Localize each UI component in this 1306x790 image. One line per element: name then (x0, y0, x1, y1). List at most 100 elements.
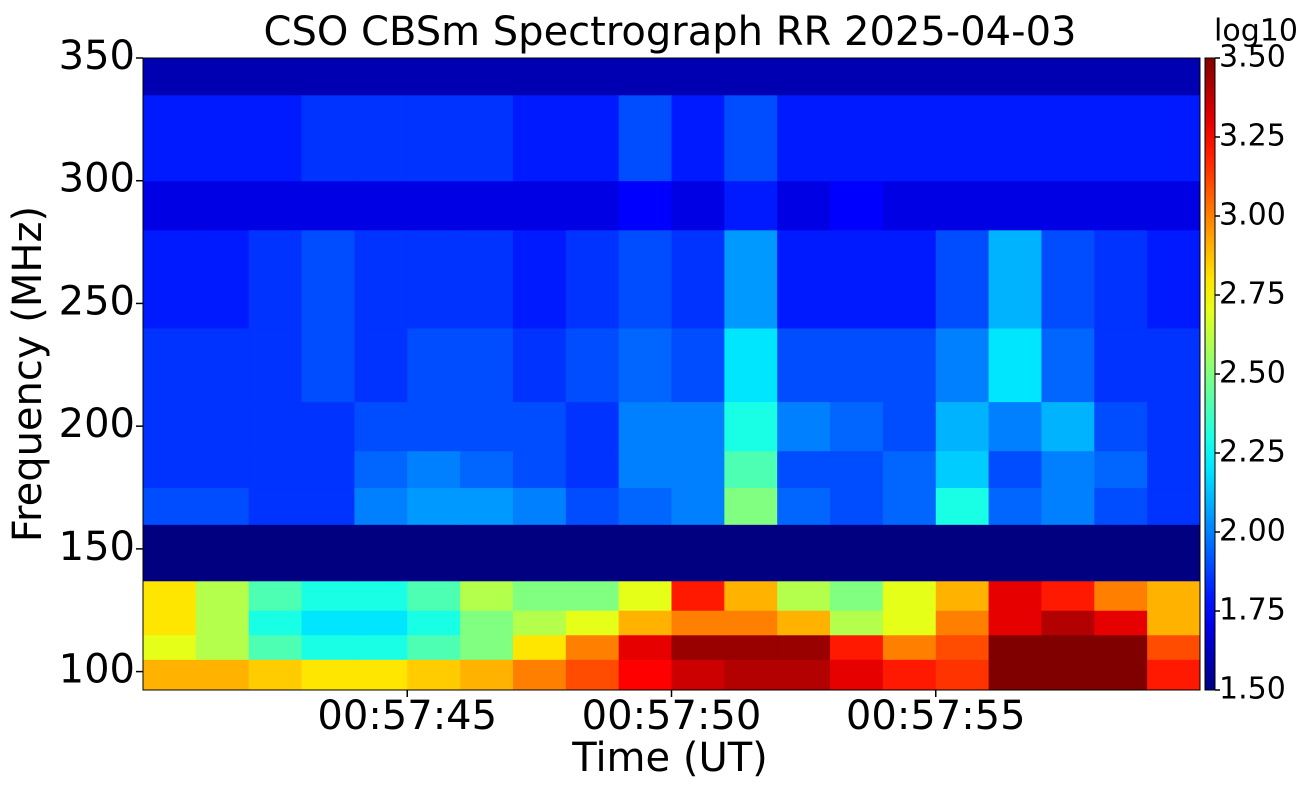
heatmap-cell (618, 580, 672, 611)
heatmap-cell (407, 58, 461, 96)
heatmap-cell (777, 229, 831, 329)
heatmap-cell (301, 94, 355, 182)
heatmap-cell (671, 659, 725, 691)
heatmap-cell (1147, 580, 1201, 611)
x-tick-label: 00:57:55 (846, 693, 1026, 739)
heatmap-cell (724, 634, 778, 660)
heatmap-cell (1147, 634, 1201, 660)
heatmap-cell (460, 487, 514, 525)
heatmap-cell (935, 229, 990, 329)
heatmap-cell (565, 229, 620, 329)
heatmap-cell (143, 180, 197, 231)
heatmap-cell (407, 580, 461, 611)
heatmap-cell (882, 401, 937, 452)
heatmap-cell (618, 401, 672, 452)
heatmap-cell (777, 487, 831, 525)
heatmap-cell (671, 580, 725, 611)
heatmap-cell (724, 610, 778, 636)
heatmap-cell (1147, 94, 1201, 182)
heatmap-cell (354, 610, 408, 636)
heatmap-cell (1147, 610, 1201, 636)
heatmap-cell (354, 327, 408, 403)
heatmap (143, 58, 1201, 691)
heatmap-cell (882, 610, 937, 636)
heatmap-cell (143, 487, 197, 525)
heatmap-cell (460, 327, 514, 403)
colorbar-tick-label: 1.50 (1219, 672, 1286, 707)
heatmap-cell (565, 58, 620, 96)
heatmap-cell (1041, 401, 1095, 452)
heatmap-cell (935, 180, 990, 231)
heatmap-cell (724, 659, 778, 691)
heatmap-cell (195, 229, 250, 329)
heatmap-cell (354, 58, 408, 96)
heatmap-cell (724, 524, 778, 582)
heatmap-cell (512, 487, 567, 525)
x-tick-label: 00:57:45 (317, 693, 497, 739)
heatmap-cell (988, 610, 1042, 636)
heatmap-cell (248, 229, 303, 329)
heatmap-cell (301, 401, 355, 452)
heatmap-cell (988, 94, 1042, 182)
heatmap-cell (143, 610, 197, 636)
heatmap-cell (618, 659, 672, 691)
heatmap-cell (882, 634, 937, 660)
heatmap-cell (1094, 229, 1148, 329)
heatmap-cell (143, 659, 197, 691)
heatmap-cell (1094, 94, 1148, 182)
heatmap-cell (460, 180, 514, 231)
heatmap-cell (671, 634, 725, 660)
heatmap-cell (618, 94, 672, 182)
heatmap-cell (407, 94, 461, 182)
heatmap-cell (195, 659, 250, 691)
heatmap-cell (988, 180, 1042, 231)
heatmap-cell (354, 94, 408, 182)
heatmap-cell (1147, 659, 1201, 691)
heatmap-cell (988, 450, 1042, 489)
heatmap-cell (301, 580, 355, 611)
heatmap-cell (830, 401, 884, 452)
heatmap-cell (1041, 450, 1095, 489)
heatmap-cell (1147, 229, 1201, 329)
heatmap-cell (1094, 659, 1148, 691)
heatmap-cell (354, 180, 408, 231)
heatmap-cell (830, 94, 884, 182)
heatmap-cell (777, 634, 831, 660)
heatmap-cell (1041, 94, 1095, 182)
heatmap-cell (407, 327, 461, 403)
heatmap-cell (988, 401, 1042, 452)
heatmap-cell (301, 58, 355, 96)
heatmap-cell (1094, 58, 1148, 96)
heatmap-cell (195, 580, 250, 611)
heatmap-cell (935, 327, 990, 403)
x-axis-label: Time (UT) (571, 735, 768, 781)
heatmap-cell (988, 524, 1042, 582)
heatmap-cell (618, 634, 672, 660)
heatmap-cell (143, 229, 197, 329)
heatmap-cell (1147, 524, 1201, 582)
y-tick-label: 250 (59, 278, 135, 324)
heatmap-cell (777, 58, 831, 96)
heatmap-cell (1041, 229, 1095, 329)
colorbar-tick-label: 2.25 (1219, 435, 1286, 470)
heatmap-cell (1147, 401, 1201, 452)
x-tick-label: 00:57:50 (582, 693, 762, 739)
heatmap-cell (671, 524, 725, 582)
heatmap-cell (460, 524, 514, 582)
heatmap-cell (143, 450, 197, 489)
heatmap-cell (882, 94, 937, 182)
heatmap-cell (565, 401, 620, 452)
heatmap-cell (354, 580, 408, 611)
heatmap-cell (1094, 580, 1148, 611)
heatmap-cell (407, 401, 461, 452)
heatmap-cell (988, 58, 1042, 96)
heatmap-cell (407, 659, 461, 691)
heatmap-cell (1041, 487, 1095, 525)
heatmap-cell (512, 450, 567, 489)
heatmap-cell (830, 450, 884, 489)
heatmap-cell (301, 180, 355, 231)
heatmap-cell (1094, 180, 1148, 231)
heatmap-cell (143, 524, 197, 582)
heatmap-cell (618, 327, 672, 403)
heatmap-cell (882, 58, 937, 96)
